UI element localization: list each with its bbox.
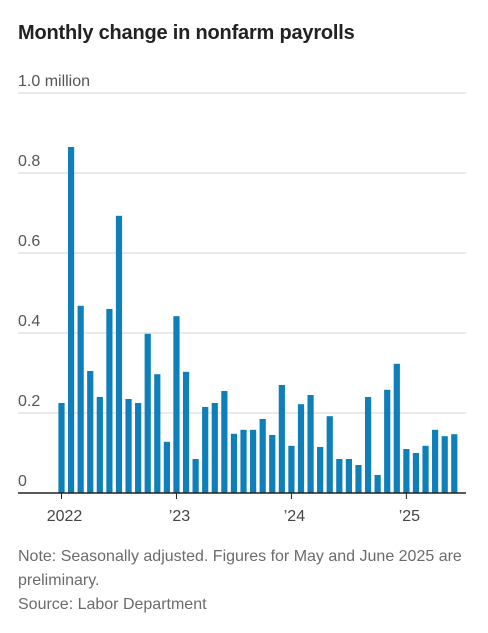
bar: [441, 436, 448, 493]
bar: [154, 374, 161, 493]
bar: [173, 316, 180, 493]
y-tick-label: 0.2: [18, 393, 40, 410]
bar: [202, 407, 209, 493]
x-tick-label: ’24: [284, 508, 305, 525]
bar: [422, 445, 429, 493]
bar: [211, 403, 218, 493]
bar: [96, 397, 103, 493]
bar: [374, 475, 381, 493]
y-tick-label: 1.0 million: [18, 73, 90, 90]
bar: [451, 434, 458, 493]
bar: [182, 371, 190, 493]
bar: [326, 416, 333, 493]
bar-chart: 0 0.2 0.4 0.6 0.8 1.0 million 2022 ’23 ’24 ’25: [18, 73, 466, 525]
bar: [250, 429, 257, 493]
bar: [336, 459, 343, 493]
bar: [163, 441, 170, 493]
y-tick-label: 0: [18, 473, 27, 490]
y-tick-label: 0.8: [18, 153, 40, 170]
bar: [345, 459, 352, 493]
bar: [192, 459, 199, 493]
bar: [307, 395, 314, 493]
bar: [135, 403, 142, 493]
x-tick-label: ’23: [169, 508, 190, 525]
bar: [67, 147, 75, 493]
bar: [125, 399, 132, 493]
x-tick-label: 2022: [47, 508, 83, 525]
bar: [432, 429, 439, 493]
source-text: Source: Labor Department: [18, 596, 207, 613]
bar: [259, 419, 266, 493]
bar: [87, 371, 94, 493]
bar: [115, 215, 123, 494]
y-tick-label: 0.6: [18, 233, 40, 250]
bar: [240, 429, 247, 493]
bar: [297, 404, 305, 493]
bar: [364, 397, 372, 493]
bar: [77, 305, 84, 493]
chart-footnote: Note: Seasonally adjusted. Figures for M…: [18, 545, 478, 617]
bar: [278, 385, 285, 493]
bar: [58, 403, 65, 493]
bar: [221, 391, 228, 493]
bar: [144, 333, 151, 493]
bar: [384, 389, 391, 493]
y-tick-label: 0.4: [18, 313, 40, 330]
chart-title: Monthly change in nonfarm payrolls: [18, 22, 355, 44]
bar: [317, 447, 324, 493]
bar: [288, 445, 295, 493]
bar: [393, 363, 400, 493]
bar: [355, 465, 362, 493]
note-text: Note: Seasonally adjusted. Figures for M…: [18, 548, 462, 589]
bar: [230, 433, 238, 493]
bar: [412, 453, 420, 493]
bar: [106, 309, 113, 493]
bar: [269, 435, 276, 493]
bar: [403, 449, 410, 493]
x-tick-label: ’25: [399, 508, 420, 525]
